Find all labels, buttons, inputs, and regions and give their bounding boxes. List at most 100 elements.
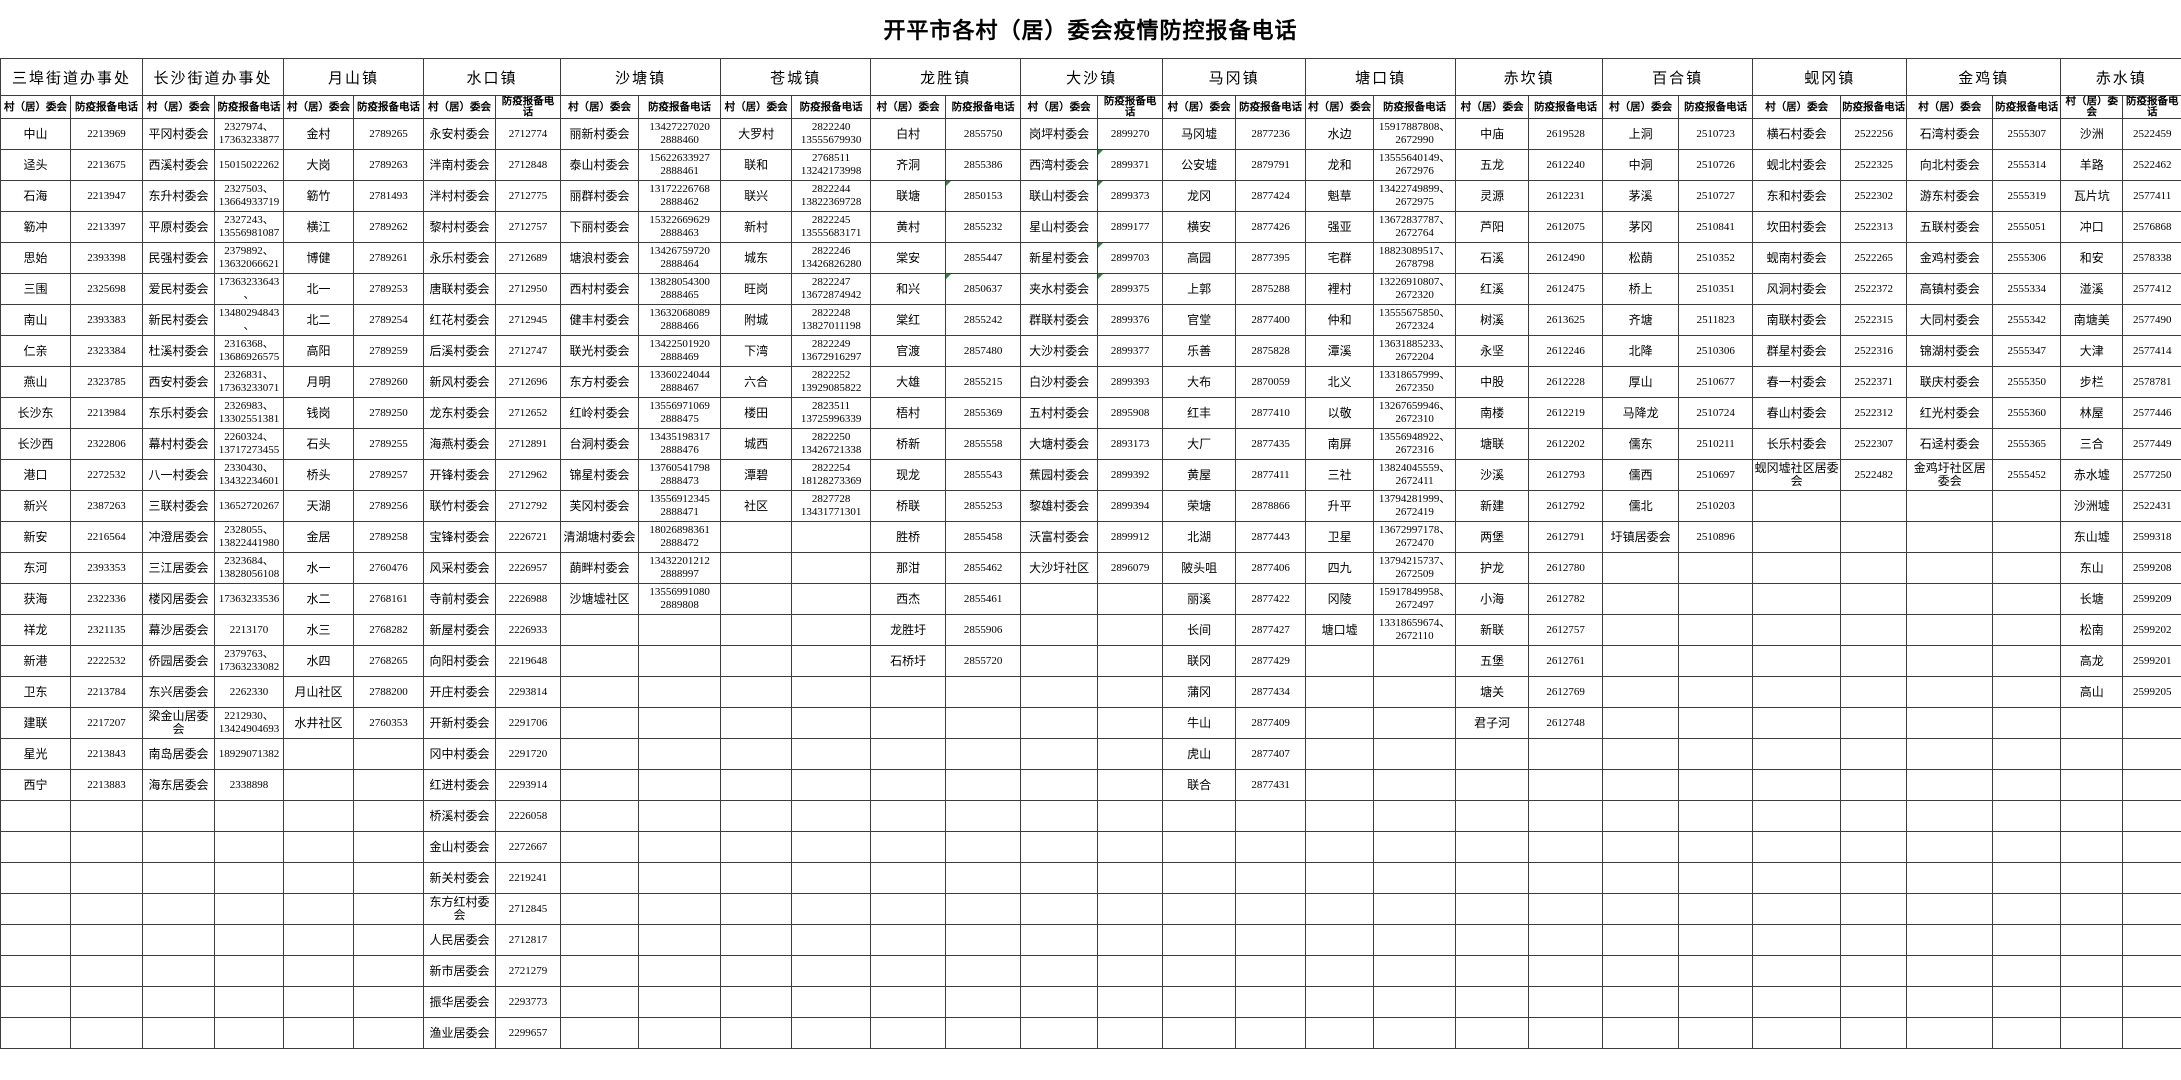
phone-number-cell: 2827728 13431771301 [791,490,872,522]
village-name-cell [1906,583,1994,615]
town-header: 沙塘镇 [560,58,722,96]
phone-number-cell [1992,521,2062,553]
village-name-cell: 南塘美 [2060,304,2124,336]
phone-number-cell [638,924,722,956]
village-name-cell: 西宁 [0,769,71,801]
town-header: 赤水镇 [2060,58,2181,96]
village-name-cell: 龙东村委会 [423,397,497,429]
excel-flag-icon [1098,274,1104,279]
village-name-cell [2060,738,2124,770]
phone-number-cell: 2789257 [353,459,425,491]
phone-number-cell: 2877407 [1235,738,1307,770]
phone-number-cell: 13794281999、 2672419 [1373,490,1457,522]
phone-number-cell: 2322806 [69,428,144,460]
village-name-cell [560,893,640,925]
phone-number-cell: 2612246 [1528,335,1604,367]
phone-number-cell [1678,800,1754,832]
phone-number-cell: 2213675 [69,149,144,181]
village-name-cell: 高园 [1162,242,1237,274]
phone-number-cell: 2899371 [1097,149,1164,181]
village-name-cell: 爱民村委会 [142,273,216,305]
village-name-cell: 长塘 [2060,583,2124,615]
table-row: 港口 2272532 八一村委会 2330430、 13432234601 桥头 2789… [0,459,2181,491]
phone-number-cell: 2875828 [1235,335,1307,367]
village-name-cell: 人民居委会 [423,924,497,956]
village-name-cell: 羊路 [2060,149,2124,181]
phone-number-cell: 2599318 [2122,521,2181,553]
village-name-cell: 三江居委会 [142,552,216,584]
phone-number-cell: 2712696 [495,366,562,398]
phone-number-cell [353,738,425,770]
village-name-cell [1906,893,1994,925]
village-name-cell [1305,645,1375,677]
phone-number-cell: 15917849958、 2672497 [1373,583,1457,615]
village-name-cell [1752,862,1842,894]
phone-number-cell: 2555350 [1992,366,2062,398]
phone-number-cell [1097,893,1164,925]
phone-number-cell [1840,614,1908,646]
phone-number-cell: 2510697 [1678,459,1754,491]
village-name-cell [1906,862,1994,894]
phone-number-cell [945,676,1022,708]
phone-column-header: 防疫报备电话 [495,95,562,119]
village-name-cell: 南楼 [1455,397,1530,429]
town-header: 塘口镇 [1305,58,1457,96]
phone-number-cell [2122,769,2181,801]
village-name-cell: 东升村委会 [142,180,216,212]
phone-number-cell: 2899373 [1097,180,1164,212]
phone-number-cell: 2612793 [1528,459,1604,491]
phone-number-cell: 13652720267 [214,490,285,522]
village-name-cell: 龙胜圩 [870,614,947,646]
village-name-cell: 虎山 [1162,738,1237,770]
phone-number-cell: 2219241 [495,862,562,894]
phone-number-cell: 2216564 [69,521,144,553]
village-name-cell [870,924,947,956]
phone-number-cell [1678,986,1754,1018]
village-name-cell [1305,769,1375,801]
phone-number-cell [1373,738,1457,770]
phone-number-cell: 2393353 [69,552,144,584]
phone-number-cell [1840,831,1908,863]
village-name-cell [1752,1017,1842,1049]
phone-number-cell: 2578781 [2122,366,2181,398]
village-name-cell: 沙洲墟 [2060,490,2124,522]
phone-number-cell [1373,924,1457,956]
village-name-cell: 建联 [0,707,71,739]
phone-number-cell: 2510896 [1678,521,1754,553]
phone-number-cell: 2555319 [1992,180,2062,212]
phone-directory-table: 三埠街道办事处 长沙街道办事处 月山镇 水口镇 沙塘镇 苍城镇 龙胜镇 大沙镇 马冈镇 塘口镇 赤坎… [0,58,2181,1049]
phone-number-cell: 2522372 [1840,273,1908,305]
village-name-cell [1752,707,1842,739]
village-name-cell [560,645,640,677]
village-name-cell [1602,614,1680,646]
phone-number-cell: 2555342 [1992,304,2062,336]
village-name-cell: 下丽村委会 [560,211,640,243]
village-name-cell [1162,862,1237,894]
village-name-cell: 中庙 [1455,118,1530,150]
village-name-cell: 大厂 [1162,428,1237,460]
village-name-cell: 塘关 [1455,676,1530,708]
village-name-cell: 清湖塘村委会 [560,521,640,553]
village-name-cell: 桥联 [870,490,947,522]
village-name-cell: 新港 [0,645,71,677]
village-name-cell: 蕉园村委会 [1020,459,1099,491]
phone-number-cell: 2712891 [495,428,562,460]
phone-number-cell [1235,1017,1307,1049]
phone-column-header: 防疫报备电话 [2122,95,2181,119]
phone-number-cell [638,614,722,646]
phone-number-cell [1840,924,1908,956]
phone-number-cell: 13631885233、 2672204 [1373,335,1457,367]
phone-number-cell [1528,1017,1604,1049]
village-name-cell: 瓦片坑 [2060,180,2124,212]
village-name-cell: 获海 [0,583,71,615]
village-name-cell: 黎村村委会 [423,211,497,243]
phone-column-header: 防疫报备电话 [214,95,285,119]
phone-number-cell: 2855369 [945,397,1022,429]
village-name-cell: 新兴 [0,490,71,522]
village-name-cell [1020,707,1099,739]
village-name-cell [1305,955,1375,987]
village-name-cell: 楼冈居委会 [142,583,216,615]
village-name-cell: 三社 [1305,459,1375,491]
village-name-cell: 金村 [283,118,355,150]
phone-number-cell: 2510723 [1678,118,1754,150]
